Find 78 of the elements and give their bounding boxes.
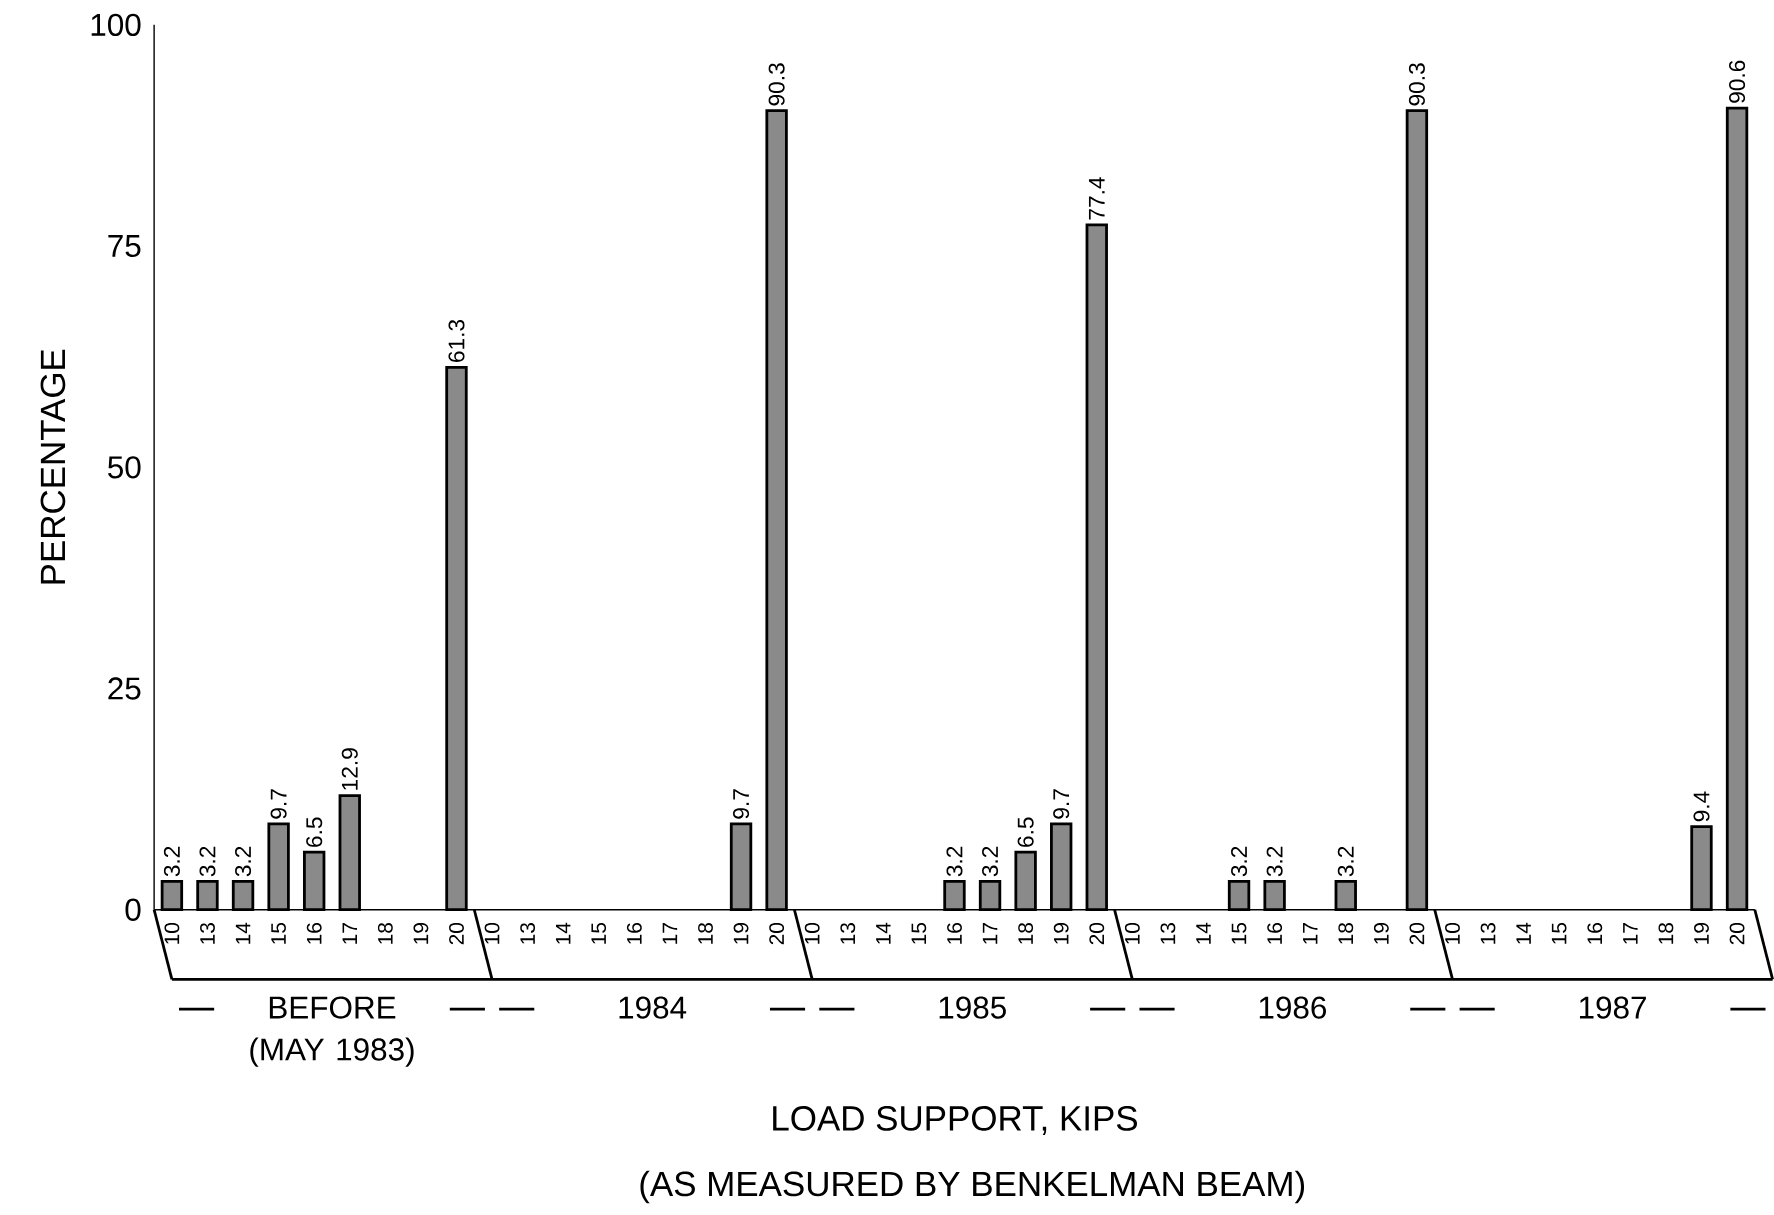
y-tick-label: 100 [91,13,141,37]
x-tick-label: 13 [520,923,536,944]
x-tick-label: 18 [698,923,713,944]
data-label: 3.2 [163,846,180,877]
x-tick-label: 10 [164,922,180,944]
x-tick-label: 17 [982,923,998,944]
text: 1985 [939,996,1006,1019]
data-label: 3.2 [1231,846,1248,877]
data-label: 90.3 [768,63,785,106]
text: 1984 [619,996,687,1019]
x-tick-label: 13 [1160,923,1176,944]
x-tick-label: 14 [555,922,571,944]
x-tick-label: 15 [1231,923,1247,944]
x-tick-label: 16 [1267,923,1283,944]
text: 1986 [1259,996,1326,1019]
x-tick-label: 15 [1551,923,1567,944]
x-tick-label: 16 [1587,923,1603,944]
data-label: 9.7 [1053,789,1070,819]
x-tick-label: 18 [377,923,393,944]
text: 1987 [1579,996,1646,1019]
x-tick-label: 16 [626,923,642,944]
x-tick-label: 13 [840,923,856,944]
data-label: 3.2 [1337,846,1354,877]
data-label: 90.6 [1729,60,1746,103]
x-tick-label: 20 [1409,922,1425,945]
x-tick-label: 14 [1516,922,1531,944]
y-axis-title: PERCENTAGE [40,349,66,584]
x-tick-label: 19 [413,923,429,944]
x-tick-label: 17 [1623,923,1638,944]
data-label: 3.2 [235,846,252,877]
text: BEFORE (MAY 1983) [250,996,414,1067]
y-tick-label: 75 [108,235,141,258]
x-tick-label: 18 [1338,923,1354,944]
x-tick-label: 20 [769,922,785,945]
x-tick-label: 16 [306,923,322,944]
data-label: 3.2 [946,846,963,877]
x-tick-label: 15 [911,923,927,944]
x-tick-label: 10 [484,922,500,944]
x-tick-label: 18 [1658,923,1674,944]
x-tick-label: 14 [235,922,251,944]
data-label: 61.3 [448,320,465,363]
x-tick-label: 10 [1124,922,1140,944]
data-label: 9.7 [733,789,750,819]
x-tick-label: 19 [733,923,749,944]
x-tick-label: 15 [591,923,607,944]
x-tick-label: 17 [1302,923,1318,944]
data-label: 3.2 [199,846,216,877]
x-tick-label: 19 [1694,923,1709,944]
x-tick-label: 19 [1053,923,1069,944]
x-tick-label: 10 [1445,922,1460,944]
x-tick-label: 13 [200,923,215,944]
data-label: 77.4 [1088,177,1105,220]
x-tick-label: 17 [342,923,357,944]
x-tick-label: 14 [876,922,891,944]
data-label: 12.9 [341,748,358,790]
data-label: 6.5 [1017,817,1034,847]
x-tick-label: 15 [271,923,286,944]
data-label: 3.2 [1266,846,1283,877]
x-tick-label: 14 [1196,922,1211,944]
y-tick-label: 50 [108,456,141,479]
x-tick-label: 20 [1089,922,1105,945]
data-label: 3.2 [982,846,999,877]
y-tick-label: 25 [108,677,141,700]
x-tick-label: 20 [449,922,464,945]
data-label: 9.4 [1693,791,1710,822]
x-tick-label: 19 [1373,923,1389,944]
x-tick-label: 10 [804,922,820,944]
x-tick-label: 16 [947,923,962,944]
x-tick-label: 13 [1480,923,1496,944]
text: (AS MEASURED BY BENKELMAN BEAM) [640,1170,1305,1204]
x-axis-title: LOAD SUPPORT, KIPS [773,1106,1138,1135]
x-tick-label: 20 [1729,922,1745,945]
x-tick-label: 17 [662,923,678,944]
x-tick-label: 18 [1018,923,1034,944]
data-label: 90.3 [1408,63,1425,106]
y-tick-label: 0 [125,898,141,921]
data-label: 6.5 [306,817,323,847]
data-label: 9.7 [270,789,287,819]
